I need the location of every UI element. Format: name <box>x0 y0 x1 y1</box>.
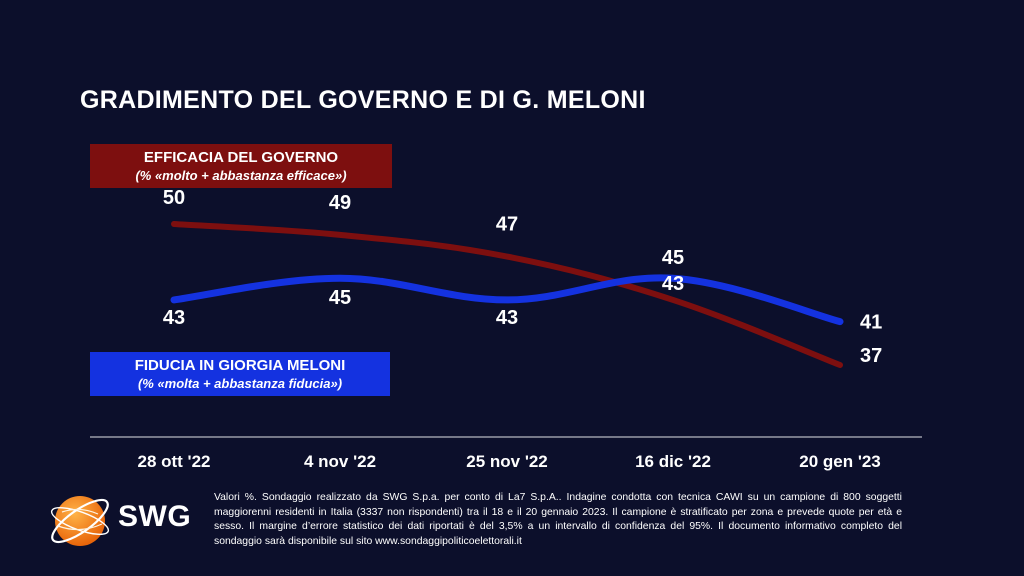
legend-efficacia-label: EFFICACIA DEL GOVERNO <box>143 149 339 166</box>
data-label-efficacia: 37 <box>860 345 882 367</box>
data-label-fiducia: 45 <box>662 247 684 269</box>
data-label-efficacia: 49 <box>329 192 351 214</box>
x-tick-label: 20 gen '23 <box>799 452 881 471</box>
methodology-note: Valori %. Sondaggio realizzato da SWG S.… <box>214 492 902 547</box>
swg-globe-icon <box>50 496 110 546</box>
swg-logo-text: SWG <box>118 500 192 533</box>
data-label-fiducia: 43 <box>163 307 185 329</box>
legend-fiducia-subtitle: (% «molta + abbastanza fiducia») <box>137 376 343 391</box>
series-line-fiducia <box>170 274 844 326</box>
data-label-fiducia: 41 <box>860 312 882 334</box>
x-tick-label: 4 nov '22 <box>304 452 376 471</box>
legend-efficacia: EFFICACIA DEL GOVERNO (% «molto + abbast… <box>90 144 392 188</box>
legend-efficacia-subtitle: (% «molto + abbastanza efficace») <box>135 168 347 183</box>
x-tick-label: 25 nov '22 <box>466 452 548 471</box>
data-label-fiducia: 45 <box>329 287 351 309</box>
data-label-efficacia: 47 <box>496 214 518 236</box>
data-label-efficacia: 50 <box>163 187 185 209</box>
data-label-efficacia: 43 <box>662 273 684 295</box>
series-line-efficacia <box>171 221 843 368</box>
x-tick-label: 28 ott '22 <box>137 452 210 471</box>
data-label-fiducia: 43 <box>496 307 518 329</box>
legend-fiducia-label: FIDUCIA IN GIORGIA MELONI <box>134 357 346 374</box>
x-tick-label: 16 dic '22 <box>635 452 711 471</box>
line-chart: 28 ott '22 4 nov '22 25 nov '22 16 dic '22 2… <box>90 187 922 471</box>
chart-title: GRADIMENTO DEL GOVERNO E DI G. MELONI <box>80 86 646 114</box>
legend-fiducia: FIDUCIA IN GIORGIA MELONI (% «molta + ab… <box>90 352 390 396</box>
